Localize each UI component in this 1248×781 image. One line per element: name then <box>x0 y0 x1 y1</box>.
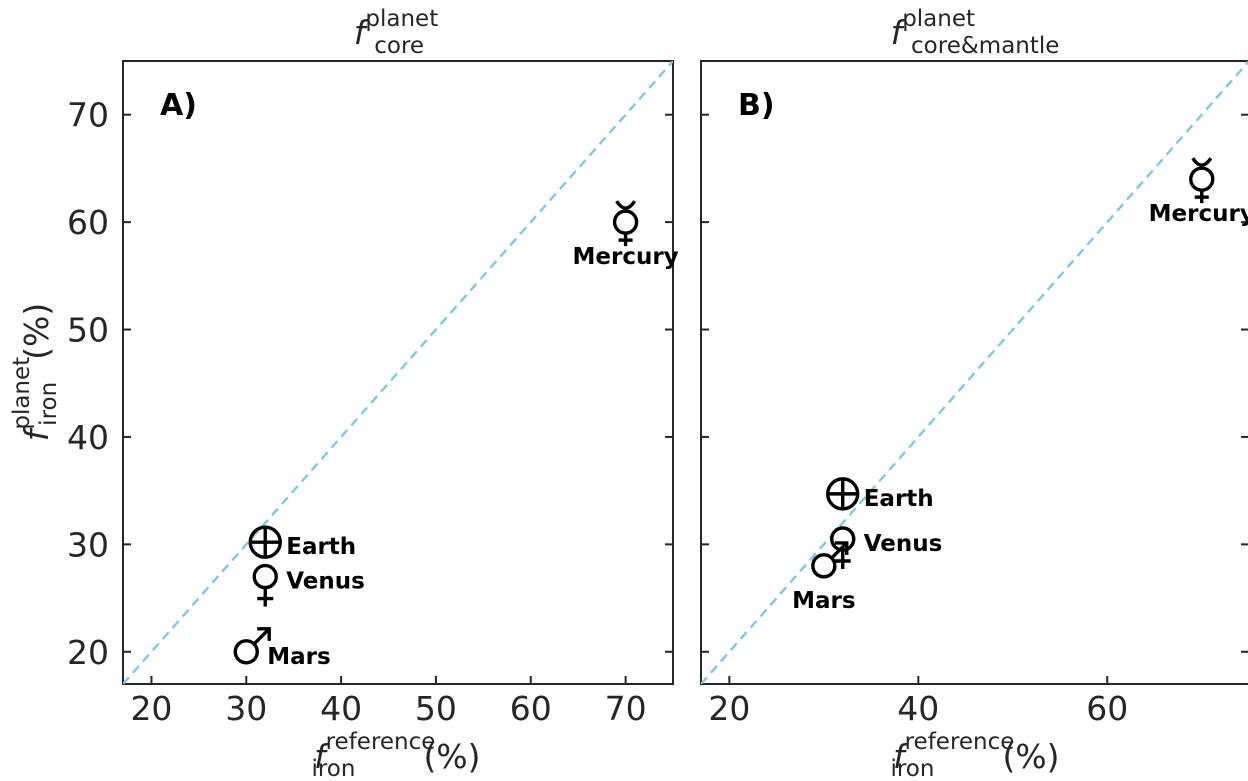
planet-point-venus: Venus <box>252 563 365 607</box>
planet-label: Mercury <box>1149 201 1248 227</box>
mercury-icon <box>612 200 639 247</box>
y-tick-label: 60 <box>67 203 109 242</box>
panel-b-points: Mercury Earth Venus Mars <box>792 157 1248 614</box>
panel-b-letter: B) <box>738 88 775 123</box>
panel-a-frame <box>122 60 674 685</box>
planet-point-mars: Mars <box>792 541 856 614</box>
planet-point-earth: Earth <box>248 525 356 560</box>
planet-point-mercury: Mercury <box>1149 157 1248 227</box>
planet-label: Earth <box>864 486 934 512</box>
planet-label: Mercury <box>572 244 678 270</box>
x-tick-label: 40 <box>320 689 362 728</box>
panel-a-title: fplanet core <box>354 6 438 59</box>
panel-b-title: fplanet core&mantle <box>891 6 1060 59</box>
x-tick-label: 30 <box>225 689 267 728</box>
x-tick-label: 40 <box>897 689 939 728</box>
panel-a: 20 30 40 50 60 70 20 30 40 50 60 70 Mercury Venus Ear… <box>9 6 679 781</box>
panel-b-frame <box>700 60 1248 685</box>
planet-point-mercury: Mercury <box>572 200 679 270</box>
venus-icon <box>830 526 856 569</box>
panel-a-ticks: 20 30 40 50 60 70 20 30 40 50 60 70 <box>67 96 673 728</box>
panel-b: 20 40 60 Mercury Earth Venus Mars B) fplanet c… <box>700 6 1248 781</box>
planet-point-earth: Earth <box>826 477 934 512</box>
y-tick-label: 20 <box>67 633 109 672</box>
planet-label: Venus <box>286 569 365 595</box>
panel-b-ticks: 20 40 60 <box>700 113 1248 728</box>
mars-icon <box>233 627 271 665</box>
y-tick-label: 30 <box>67 525 109 564</box>
mars-icon <box>811 541 849 579</box>
x-tick-label: 60 <box>1086 689 1128 728</box>
planet-label: Earth <box>286 534 356 560</box>
earth-icon <box>248 525 282 559</box>
panel-a-points: Mercury Venus Earth Mars <box>233 200 679 670</box>
panel-a-letter: A) <box>160 88 197 123</box>
venus-icon <box>252 563 278 607</box>
panel-a-ylabel: fplanetiron(%) <box>9 303 62 442</box>
earth-icon <box>826 477 860 511</box>
x-tick-label: 20 <box>708 689 750 728</box>
x-tick-label: 50 <box>415 689 457 728</box>
y-tick-label: 50 <box>67 311 109 350</box>
planet-point-venus: Venus <box>830 526 943 569</box>
panel-a-reference-line <box>123 61 673 684</box>
x-tick-label: 70 <box>605 689 647 728</box>
planet-label: Mars <box>267 644 330 670</box>
x-tick-label: 60 <box>510 689 552 728</box>
y-tick-label: 70 <box>67 96 109 135</box>
planet-point-mars: Mars <box>233 627 331 670</box>
mercury-icon <box>1189 157 1215 204</box>
planet-label: Venus <box>864 531 943 557</box>
panel-b-reference-line <box>701 61 1248 684</box>
y-tick-label: 40 <box>67 418 109 457</box>
panel-b-xlabel: freference iron (%) <box>890 729 1059 781</box>
x-tick-label: 20 <box>130 689 172 728</box>
planet-label: Mars <box>792 588 855 614</box>
panel-a-xlabel: freference iron (%) <box>311 729 480 781</box>
